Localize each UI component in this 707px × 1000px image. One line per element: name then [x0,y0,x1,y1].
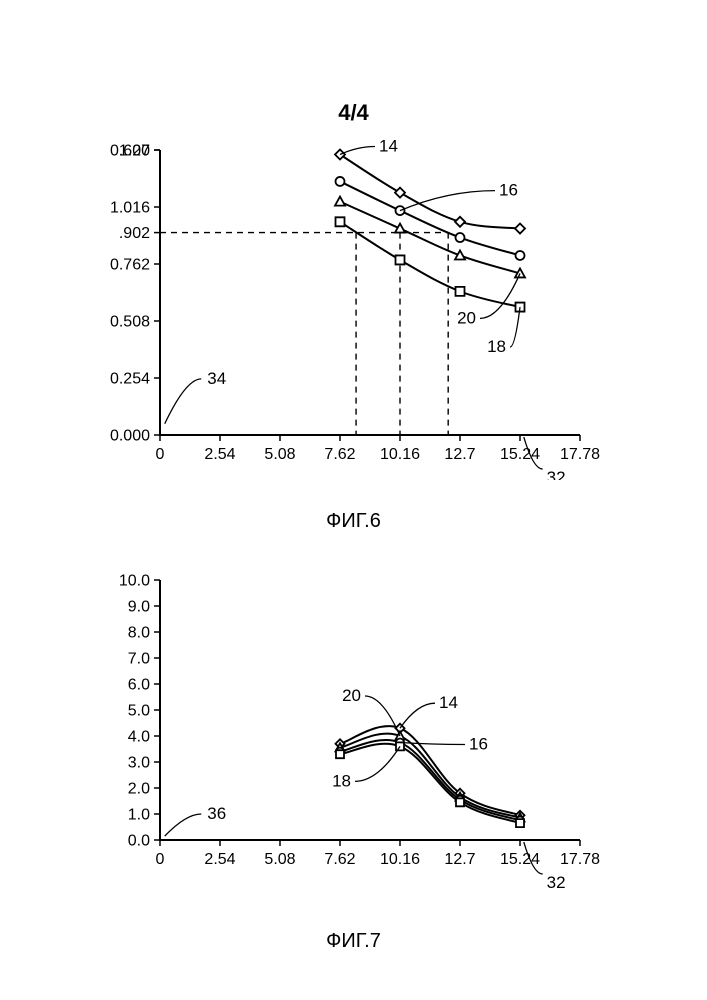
y-tick-label: 9.0 [128,599,150,616]
y-tick-label: 1.016 [110,200,150,217]
series-marker-20 [395,224,405,233]
x-tick-label: 10.16 [380,851,420,868]
leader-line [400,743,465,745]
series-label: 16 [469,735,488,754]
y-tick-label: 3.0 [128,755,150,772]
x-tick-label: 15.24 [500,851,540,868]
y-tick-label: 0.254 [110,371,150,388]
y-tick-label: 0.0 [128,833,150,850]
axis-leader [165,814,202,836]
y-tick-label: 5.0 [128,703,150,720]
series-marker-16 [336,177,345,186]
x-tick-label: 10.16 [380,446,420,463]
x-tick-label: 17.78 [560,446,600,463]
leader-line [340,146,375,154]
series-marker-18 [516,819,524,827]
x-tick-label: 12.7 [444,446,475,463]
series-marker-18 [396,255,405,264]
x-tick-label: 12.7 [444,851,475,868]
series-label: 14 [439,693,458,712]
y-tick-label: 0.600 [110,143,150,160]
axis-id-label: 32 [547,468,566,480]
series-marker-20 [335,197,345,206]
page-title: 4/4 [0,100,707,126]
y-tick-label: 0.508 [110,314,150,331]
series-marker-14 [335,149,345,159]
series-label: 18 [487,337,506,356]
x-tick-label: 2.54 [204,446,235,463]
series-line-16 [340,181,520,255]
caption-fig7: ФИГ.7 [0,930,707,953]
leader-line [400,703,435,728]
series-line-14 [340,154,520,228]
chart-svg: 0 2.54 5.08 7.62 10.16 12.7 15.24 17.78 0.000 0.2… [90,140,620,480]
axis-id-label: 36 [207,804,226,823]
axis-id-label: 32 [547,873,566,890]
leader-line [510,307,520,347]
y-tick-label: 2.0 [128,781,150,798]
series-line-14 [340,726,520,815]
chart-fig7: 0 2.54 5.08 7.62 10.16 12.7 15.24 17.78 0.0 1.0 2.… [90,570,620,890]
series-label: 14 [379,140,398,155]
leader-line [355,746,400,781]
y-tick-label: 1.0 [128,807,150,824]
axes [160,580,580,840]
y-tick-label: 0.000 [110,428,150,445]
x-tick-label: 2.54 [204,851,235,868]
series-marker-18 [336,217,345,226]
caption-fig6: ФИГ.6 [0,510,707,533]
chart-svg: 0 2.54 5.08 7.62 10.16 12.7 15.24 17.78 0.0 1.0 2.… [90,570,620,890]
series-marker-18 [336,750,344,758]
x-tick-label: 5.08 [264,446,295,463]
x-tick-label: 0 [156,446,165,463]
y-tick-label: 7.0 [128,651,150,668]
series-marker-20 [455,250,465,259]
series-label: 16 [499,181,518,200]
series-marker-16 [456,233,465,242]
series-marker-20 [515,268,525,277]
x-tick-label: 7.62 [324,851,355,868]
series-marker-14 [395,188,405,198]
x-tick-label: 5.08 [264,851,295,868]
x-tick-label: 17.78 [560,851,600,868]
y-tick-label: 0.762 [110,257,150,274]
x-tick-label: 7.62 [324,446,355,463]
series-label: 18 [332,771,351,790]
series-marker-14 [515,224,525,234]
y-tick-label: 10.0 [119,573,150,590]
leader-line [480,273,520,318]
series-marker-18 [456,287,465,296]
series-label: 20 [342,686,361,705]
y-tick-label: 4.0 [128,729,150,746]
y-tick-label: 8.0 [128,625,150,642]
y-tick-label: 6.0 [128,677,150,694]
series-label: 20 [457,308,476,327]
series-marker-18 [456,798,464,806]
axis-leader [165,379,202,424]
axis-id-label: 34 [207,369,226,388]
series-line-20 [340,202,520,274]
page: 4/4 02.545.087.6210.1612.715.2417.780.00… [0,0,707,1000]
chart-fig6: 0 2.54 5.08 7.62 10.16 12.7 15.24 17.78 0.000 0.2… [90,140,620,480]
x-tick-label: 15.24 [500,446,540,463]
y-tick-label: .902 [119,225,150,242]
series-line-18 [340,222,520,307]
x-tick-label: 0 [156,851,165,868]
series-marker-16 [516,251,525,260]
series-marker-14 [455,217,465,227]
